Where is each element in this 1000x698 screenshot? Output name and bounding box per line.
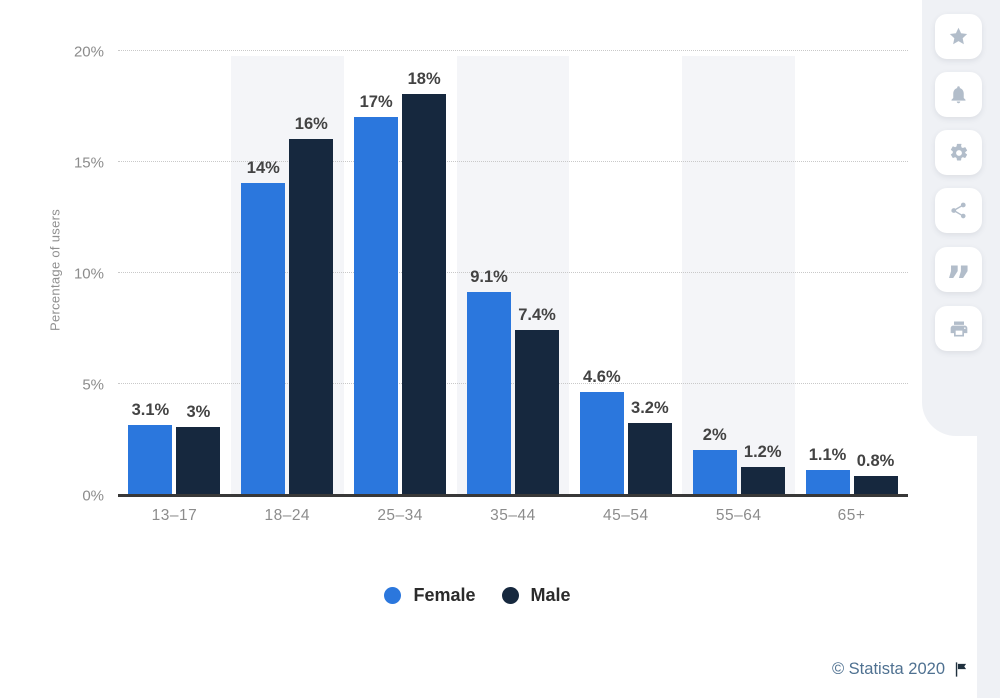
column-band: [682, 56, 796, 494]
bell-icon: [948, 84, 969, 105]
x-axis-tick-label: 13–17: [151, 507, 198, 524]
gridline: [118, 161, 908, 162]
y-axis-tick-label: 0%: [82, 487, 104, 504]
bar-value-label: 1.2%: [743, 443, 782, 462]
share-button[interactable]: [935, 188, 982, 233]
bar-female: [805, 469, 850, 494]
legend-label: Male: [530, 585, 571, 605]
bar-value-label: 4.6%: [583, 367, 621, 386]
legend-item-female[interactable]: Female: [384, 585, 476, 606]
x-axis-line: [118, 494, 908, 497]
bar-female: [692, 449, 737, 494]
legend-item-male[interactable]: Male: [501, 585, 571, 606]
x-axis-tick-label: 35–44: [490, 507, 536, 524]
bar-male: [740, 467, 785, 494]
notifications-button[interactable]: [935, 72, 982, 117]
x-axis-tick-label: 65+: [837, 507, 866, 524]
bar-male: [627, 422, 672, 494]
bar-male: [176, 427, 221, 494]
legend: Female Male: [0, 585, 955, 606]
bar-value-label: 3.1%: [131, 401, 170, 420]
bar-female: [128, 425, 173, 494]
star-icon: [948, 26, 969, 47]
x-axis-tick-label: 25–34: [377, 507, 423, 524]
bar-value-label: 1.1%: [808, 445, 847, 464]
legend-dot: [384, 587, 402, 604]
y-axis-tick-label: 5%: [82, 376, 104, 393]
bar-value-label: 18%: [407, 70, 441, 89]
share-icon: [949, 201, 968, 220]
favorite-button[interactable]: [935, 14, 982, 59]
bar-value-label: 3%: [186, 403, 211, 422]
gridline: [118, 50, 908, 51]
bar-female: [579, 391, 624, 494]
print-button[interactable]: [935, 306, 982, 351]
copyright-text: © Statista 2020: [831, 660, 945, 678]
bar-value-label: 9.1%: [470, 267, 508, 286]
y-axis-tick-label: 15%: [73, 154, 104, 171]
gridline: [118, 272, 908, 273]
x-axis-tick-label: 45–54: [603, 507, 649, 524]
bar-male: [515, 329, 559, 494]
legend-label: Female: [413, 585, 476, 605]
gear-icon: [949, 143, 969, 163]
legend-dot: [501, 587, 519, 604]
y-axis-title: Percentage of users: [47, 208, 63, 332]
y-axis-tick-label: 10%: [73, 265, 104, 282]
y-axis-tick-label: 20%: [73, 43, 104, 60]
bar-male: [853, 476, 898, 494]
bar-value-label: 16%: [294, 114, 328, 133]
cite-button[interactable]: ”: [935, 247, 982, 302]
flag-icon: [953, 661, 970, 678]
bar-male: [289, 138, 334, 494]
bar-male: [402, 94, 447, 494]
printer-icon: [949, 319, 969, 339]
bar-value-label: 17%: [359, 92, 393, 111]
gridline: [118, 383, 908, 384]
bar-female: [354, 116, 399, 494]
bar-value-label: 14%: [246, 159, 280, 178]
bar-value-label: 2%: [702, 425, 727, 444]
x-axis-tick-label: 18–24: [264, 507, 311, 524]
bar-value-label: 3.2%: [631, 398, 669, 417]
bar-value-label: 7.4%: [518, 305, 556, 324]
x-axis-tick-label: 55–64: [715, 507, 762, 524]
statista-copyright-link[interactable]: © Statista 2020: [832, 660, 970, 679]
settings-button[interactable]: [935, 130, 982, 175]
bar-female: [241, 183, 286, 494]
bar-value-label: 0.8%: [856, 452, 895, 471]
bar-female: [467, 291, 511, 494]
